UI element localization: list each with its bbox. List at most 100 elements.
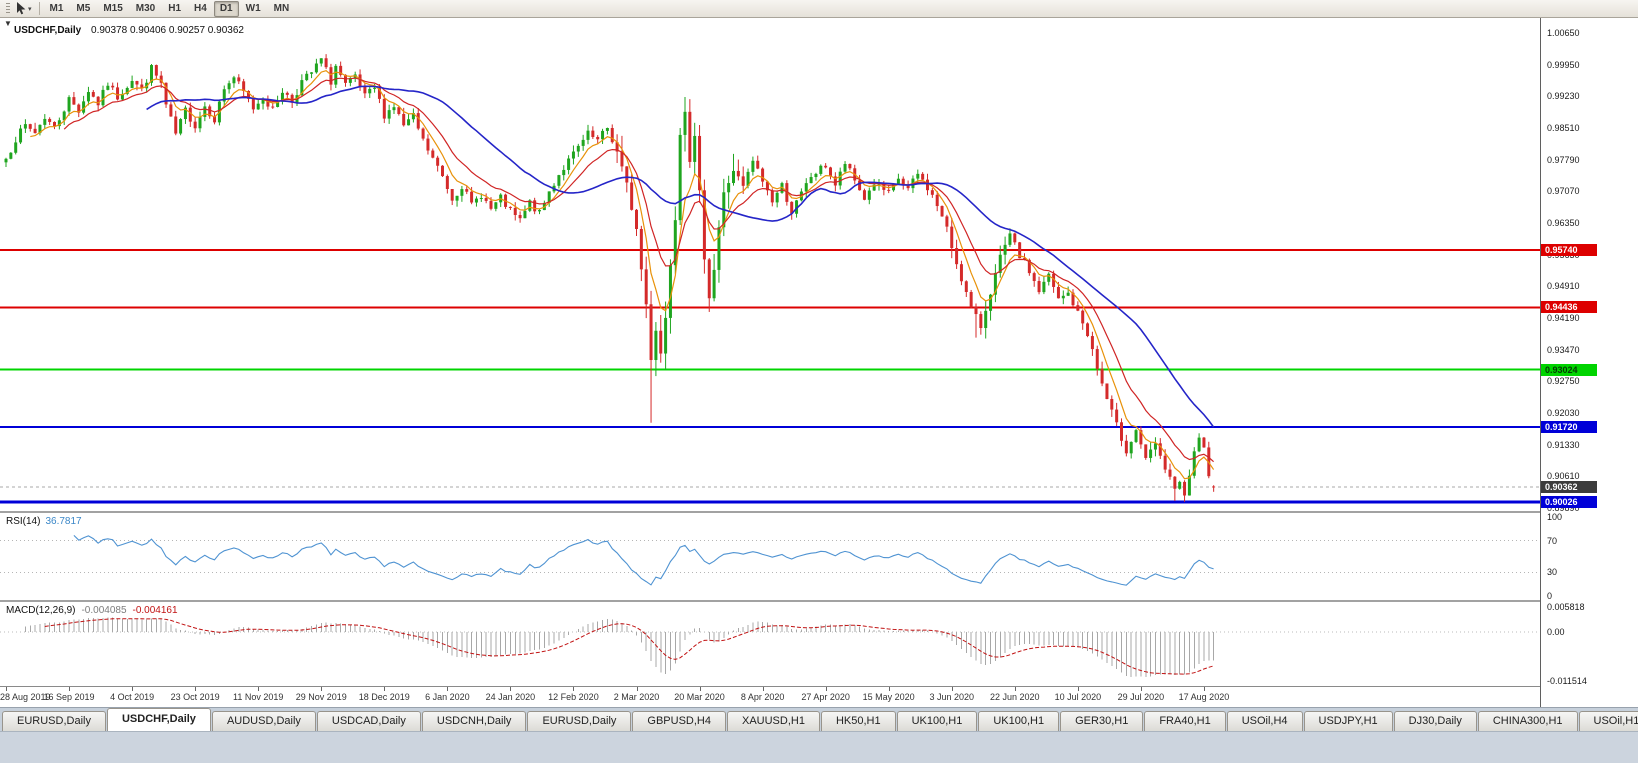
price-axis-label: 0.94190 xyxy=(1547,313,1580,323)
toolbar: ▾ M1 M5 M15 M30 H1 H4 D1 W1 MN xyxy=(0,0,1638,18)
tab-uk100-h1[interactable]: UK100,H1 xyxy=(978,711,1060,731)
time-tick xyxy=(69,687,71,691)
rsi-name: RSI(14) xyxy=(6,516,41,527)
date-label: 10 Jul 2020 xyxy=(1054,692,1102,702)
tab-usdchf-daily[interactable]: USDCHF,Daily xyxy=(106,708,211,731)
time-tick xyxy=(762,687,764,691)
rsi-panel[interactable] xyxy=(0,513,1540,600)
date-label: 24 Jan 2020 xyxy=(485,692,536,702)
price-axis-label: 0.98510 xyxy=(1547,123,1580,133)
price-axis-label: 0.97790 xyxy=(1547,154,1580,165)
price-axis-label: 0.92030 xyxy=(1547,408,1580,418)
price-axis-label: 0.90610 xyxy=(1547,471,1580,482)
date-label: 3 Jun 2020 xyxy=(929,692,975,702)
date-label: 4 Oct 2019 xyxy=(110,692,155,702)
date-label: 2 Mar 2020 xyxy=(613,692,660,702)
time-tick xyxy=(321,687,323,691)
price-axis-label: 0.91330 xyxy=(1547,439,1580,450)
timeframe-button-mn[interactable]: MN xyxy=(273,2,290,14)
cursor-icon[interactable]: ▾ xyxy=(13,1,35,17)
current-price-tag: 0.90362 xyxy=(1541,481,1597,494)
timeframe-button-m30[interactable]: M30 xyxy=(135,2,156,14)
macd-axis-label: -0.011514 xyxy=(1547,676,1587,686)
tab-gbpusd-h4[interactable]: GBPUSD,H4 xyxy=(632,711,726,731)
timeframe-button-m1[interactable]: M1 xyxy=(49,2,64,14)
timeframe-button-m15[interactable]: M15 xyxy=(103,2,123,14)
tab-eurusd-daily[interactable]: EURUSD,Daily xyxy=(527,711,632,731)
tab-usdjpy-h1[interactable]: USDJPY,H1 xyxy=(1303,711,1393,731)
price-axis-label: 0.94910 xyxy=(1547,281,1580,292)
macd-panel[interactable] xyxy=(0,602,1540,686)
tab-china300-h1[interactable]: CHINA300,H1 xyxy=(1477,711,1578,731)
hline-price-tag: 0.91720 xyxy=(1541,421,1597,434)
time-tick xyxy=(258,687,260,691)
tab-uk100-h1[interactable]: UK100,H1 xyxy=(896,711,978,731)
time-tick xyxy=(1203,687,1205,691)
main-price-chart[interactable] xyxy=(0,18,1540,511)
time-tick xyxy=(1014,687,1016,691)
toolbar-grip[interactable] xyxy=(6,2,10,15)
tab-usoil-h1[interactable]: USOil,H1 xyxy=(1578,711,1638,731)
time-tick xyxy=(1140,687,1142,691)
timeframe-button-h4[interactable]: H4 xyxy=(194,2,207,14)
tab-eurusd-daily[interactable]: EURUSD,Daily xyxy=(2,711,106,731)
time-tick xyxy=(1077,687,1079,691)
cursor-arrow-icon xyxy=(17,2,26,15)
time-tick xyxy=(636,687,638,691)
timeframe-button-w1[interactable]: W1 xyxy=(245,2,261,14)
rsi-axis-label: 0 xyxy=(1547,591,1553,601)
tab-ger30-h1[interactable]: GER30,H1 xyxy=(1060,711,1144,731)
timeframe-button-d1[interactable]: D1 xyxy=(213,0,239,17)
price-axis-label: 0.93470 xyxy=(1547,344,1580,355)
dropdown-caret-icon: ▾ xyxy=(28,5,32,13)
timeframe-button-m5[interactable]: M5 xyxy=(76,2,91,14)
tab-usoil-h4[interactable]: USOil,H4 xyxy=(1226,711,1303,731)
rsi-value: 36.7817 xyxy=(45,516,82,527)
time-tick xyxy=(951,687,953,691)
status-bar xyxy=(0,731,1638,763)
date-label: 15 May 2020 xyxy=(862,692,915,702)
price-axis-label: 0.99230 xyxy=(1547,91,1580,102)
date-label: 27 Apr 2020 xyxy=(801,692,850,702)
price-axis-label: 1.00650 xyxy=(1547,28,1580,38)
time-axis[interactable]: 28 Aug 2019 16 Sep 2019 4 Oct 2019 23 Oct 2… xyxy=(0,687,1540,707)
macd-axis-label: 0.005818 xyxy=(1547,602,1585,612)
tab-audusd-daily[interactable]: AUDUSD,Daily xyxy=(211,711,316,731)
date-label: 11 Nov 2019 xyxy=(233,692,284,702)
price-axis-label: 0.92750 xyxy=(1547,376,1580,387)
chart-collapse-arrow-icon[interactable]: ▼ xyxy=(4,19,12,28)
time-tick xyxy=(888,687,890,691)
tab-hk50-h1[interactable]: HK50,H1 xyxy=(820,711,896,731)
date-label: 6 Jan 2020 xyxy=(425,692,470,702)
chart-ohlc-values: 0.90378 0.90406 0.90257 0.90362 xyxy=(91,25,244,36)
price-axis-label: 0.96350 xyxy=(1547,218,1580,228)
price-axis-label: 0.99950 xyxy=(1547,59,1580,70)
macd-signal-value: -0.004161 xyxy=(132,605,178,616)
tab-usdcnh-daily[interactable]: USDCNH,Daily xyxy=(421,711,527,731)
price-axis-label: 0.97070 xyxy=(1547,186,1580,197)
tab-xauusd-h1[interactable]: XAUUSD,H1 xyxy=(726,711,820,731)
tab-usdcad-daily[interactable]: USDCAD,Daily xyxy=(316,711,421,731)
date-label: 20 Mar 2020 xyxy=(674,692,725,702)
rsi-axis-label: 70 xyxy=(1547,535,1558,546)
date-label: 16 Sep 2019 xyxy=(43,692,95,702)
rsi-axis-label: 30 xyxy=(1547,567,1558,578)
toolbar-separator xyxy=(38,2,40,15)
time-tick xyxy=(699,687,701,691)
panel-splitter-macd[interactable] xyxy=(0,600,1638,602)
tab-fra40-h1[interactable]: FRA40,H1 xyxy=(1144,711,1226,731)
chart-window: ▼ USDCHF,Daily 0.90378 0.90406 0.90257 0… xyxy=(0,18,1638,707)
timeframe-button-h1[interactable]: H1 xyxy=(168,2,182,14)
time-tick xyxy=(825,687,827,691)
tab-dj30-daily[interactable]: DJ30,Daily xyxy=(1393,711,1477,731)
macd-axis-label: 0.00 xyxy=(1547,626,1565,637)
date-label: 17 Aug 2020 xyxy=(1178,692,1230,702)
macd-name: MACD(12,26,9) xyxy=(6,605,76,616)
time-axis-separator xyxy=(0,686,1638,687)
panel-splitter-rsi[interactable] xyxy=(0,511,1638,513)
chart-title: USDCHF,Daily 0.90378 0.90406 0.90257 0.9… xyxy=(14,25,244,36)
timeframe-buttons: M1 M5 M15 M30 H1 H4 D1 W1 MN xyxy=(44,0,296,17)
date-label: 28 Aug 2019 xyxy=(0,692,51,702)
price-scale[interactable]: 1.00650 0.99950 0.99230 0.98510 0.97790 0.970… xyxy=(1540,18,1638,707)
macd-main-value: -0.004085 xyxy=(81,605,127,616)
